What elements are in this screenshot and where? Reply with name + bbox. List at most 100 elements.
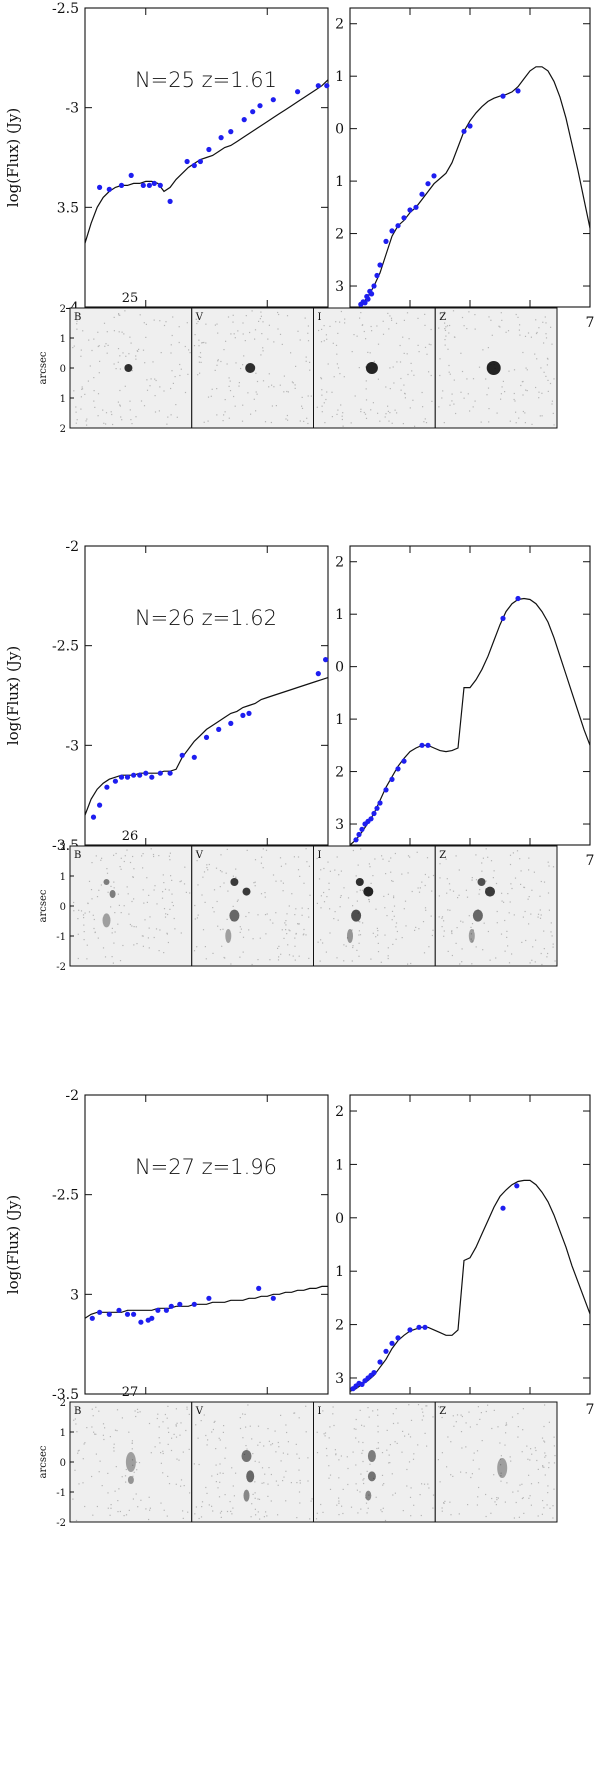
noise-pixel [244,340,246,342]
stamp-y-tick-label: 0 [60,1458,66,1469]
object-title: N=25 z=1.61 [135,68,277,92]
noise-pixel [553,378,555,380]
y-tick-label: 1 [335,607,344,623]
model-spectrum-line [84,1285,328,1319]
noise-pixel [450,1474,452,1476]
noise-pixel [83,931,85,933]
photometry-point [191,162,197,169]
noise-pixel [166,933,168,935]
noise-pixel [424,346,427,348]
image-stamp-b: B [69,1401,193,1523]
noise-pixel [400,389,402,391]
source-blob [486,361,501,375]
noise-pixel [305,1431,307,1433]
noise-pixel [470,1476,472,1479]
noise-pixel [297,923,299,925]
noise-pixel [544,1404,546,1406]
noise-pixel [251,310,253,312]
noise-pixel [219,1512,222,1514]
noise-pixel [84,393,86,395]
noise-pixel [264,1473,266,1475]
noise-pixel [338,1477,340,1479]
noise-pixel [128,1509,130,1511]
stamp-frame [434,845,558,967]
noise-pixel [384,907,386,909]
noise-pixel [135,926,137,928]
noise-pixel [507,945,509,947]
noise-pixel [470,933,472,935]
noise-pixel [158,855,160,857]
noise-pixel [519,334,521,336]
noise-pixel [529,1459,531,1461]
noise-pixel [224,1494,226,1496]
noise-pixel [316,1512,318,1514]
noise-pixel [158,950,160,952]
noise-pixel [540,952,542,955]
photometry-point [163,1307,169,1313]
noise-pixel [294,959,296,961]
noise-pixel [397,1422,399,1424]
y-tick-label: 1 [335,174,344,190]
noise-pixel [97,415,99,417]
noise-pixel [198,1517,200,1520]
noise-pixel [476,1504,478,1506]
noise-pixel [465,1422,467,1424]
noise-pixel [148,894,150,896]
y-tick-label: 3 [335,817,344,833]
noise-pixel [309,894,311,896]
noise-pixel [550,326,552,328]
noise-pixel [141,855,143,857]
noise-pixel [113,942,115,944]
noise-pixel [322,1410,324,1412]
noise-pixel [425,1405,427,1407]
noise-pixel [172,382,174,384]
noise-pixel [285,1424,287,1426]
noise-pixel [113,363,115,365]
noise-pixel [257,1511,259,1513]
noise-pixel [451,400,453,402]
photometry-point [383,1348,389,1354]
noise-pixel [438,327,440,329]
noise-pixel [118,313,120,315]
noise-pixel [245,1445,247,1447]
right-panel-full-sed: 34567321012λ(A) [335,1094,594,1438]
noise-pixel [539,415,541,417]
photometry-point [116,1307,122,1313]
noise-pixel [387,947,389,949]
noise-pixel [336,353,338,355]
noise-pixel [224,957,226,959]
noise-pixel [301,396,303,398]
noise-pixel [430,915,432,917]
noise-pixel [453,379,455,381]
noise-pixel [394,1441,396,1443]
noise-pixel [200,361,202,363]
photometry-point [206,1295,212,1301]
noise-pixel [162,1452,164,1455]
noise-pixel [206,867,208,869]
noise-pixel [290,1482,292,1484]
noise-pixel [225,1447,227,1449]
noise-pixel [329,1426,331,1428]
noise-pixel [213,911,215,913]
noise-pixel [534,353,536,355]
noise-pixel [528,1497,530,1499]
noise-pixel [525,389,527,391]
noise-pixel [119,1510,121,1513]
noise-pixel [214,369,216,371]
source-blob [225,929,232,943]
noise-pixel [519,324,521,326]
noise-pixel [307,1457,309,1459]
noise-pixel [530,1504,532,1506]
noise-pixel [240,928,242,930]
noise-pixel [238,385,240,387]
noise-pixel [545,322,547,324]
noise-pixel [280,1460,282,1462]
noise-pixel [294,914,296,916]
noise-pixel [479,889,481,891]
noise-pixel [237,899,239,901]
noise-pixel [105,343,107,345]
object-title: N=26 z=1.62 [135,606,277,630]
noise-pixel [320,939,322,941]
noise-pixel [289,930,291,932]
noise-pixel [170,1449,173,1452]
